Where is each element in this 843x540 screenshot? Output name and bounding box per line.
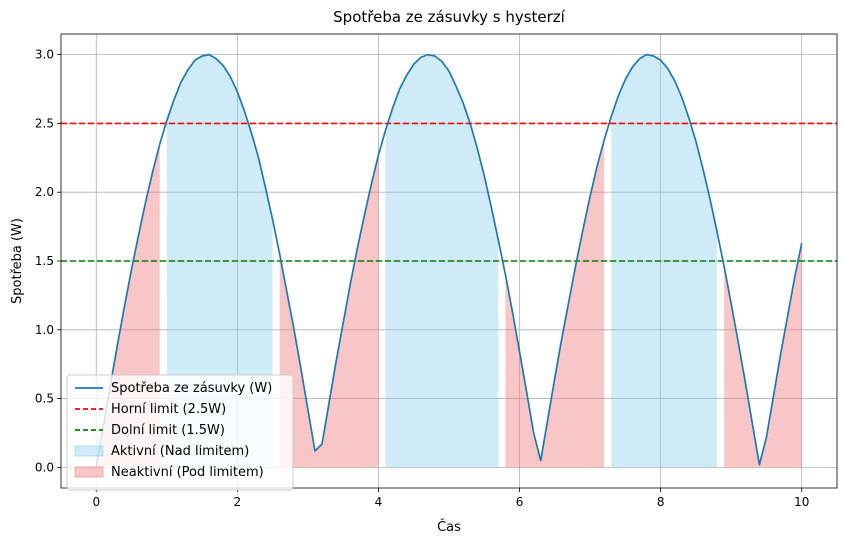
x-axis-label: Čas	[437, 519, 461, 535]
chart-title: Spotřeba ze zásuvky s hysterzí	[333, 8, 566, 26]
y-tick-label: 2.5	[35, 116, 54, 130]
legend-label: Aktivní (Nad limitem)	[111, 444, 249, 459]
x-tick-label: 10	[794, 495, 809, 509]
legend-box	[66, 374, 294, 491]
y-tick-label: 3.0	[35, 48, 54, 62]
legend-swatch	[74, 466, 104, 478]
legend-swatch	[74, 445, 104, 457]
series-lines	[95, 53, 803, 468]
x-tick-label: 6	[516, 495, 524, 509]
legend-label: Horní limit (2.5W)	[111, 402, 226, 417]
y-tick-label: 0.0	[35, 460, 54, 474]
x-tick-label: 4	[375, 495, 383, 509]
y-tick-label: 2.0	[35, 185, 54, 199]
y-axis-label: Spotřeba (W)	[10, 218, 25, 304]
legend: Spotřeba ze zásuvky (W) Horní limit (2.5W…	[66, 374, 294, 491]
x-tick-label: 8	[657, 495, 665, 509]
fill-region	[724, 243, 802, 468]
y-tick-label: 1.0	[35, 323, 54, 337]
reference-lines	[61, 122, 837, 262]
x-tick-label: 2	[234, 495, 242, 509]
legend-label: Neaktivní (Pod limitem)	[111, 465, 264, 480]
axis-ticks: 0 2 4 6 8 10 0.0 0.5 1.0 1.5 2.0 2.5 3.0	[35, 48, 809, 509]
y-tick-label: 0.5	[35, 392, 54, 406]
legend-label: Dolní limit (1.5W)	[111, 423, 225, 438]
fill-region	[505, 139, 605, 468]
x-tick-label: 0	[92, 495, 100, 509]
legend-label: Spotřeba ze zásuvky (W)	[111, 381, 272, 396]
series-line	[95, 53, 803, 468]
y-tick-label: 1.5	[35, 254, 54, 268]
